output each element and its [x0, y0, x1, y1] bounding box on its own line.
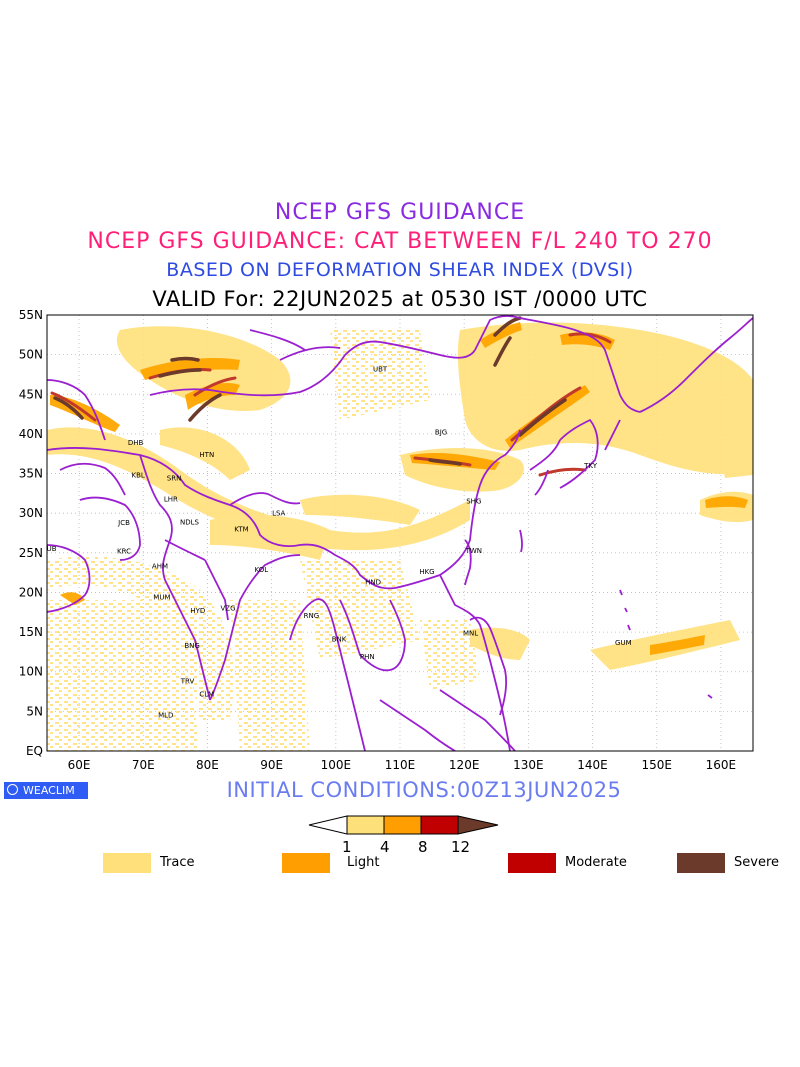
lon-label: 60E — [68, 758, 91, 772]
city-label: DHB — [128, 439, 144, 447]
city-label: KRC — [117, 548, 131, 556]
weaclim-logo: WEACLIM — [4, 782, 88, 799]
lat-label: 55N — [19, 308, 43, 322]
city-label: HTN — [199, 451, 214, 459]
city-label: SHG — [466, 498, 481, 506]
city-labels: UBT BJG TKY SHG TWN HKG HND DHB KBL HTN SRN LHR LSA J… — [41, 365, 632, 720]
colorbar-tick-12: 12 — [451, 838, 471, 856]
city-label: MLD — [158, 712, 173, 720]
legend-label-light: Light — [347, 855, 380, 870]
lon-label: 110E — [385, 758, 416, 772]
lon-label: 80E — [196, 758, 219, 772]
city-label: KOL — [255, 566, 269, 574]
lat-label: 30N — [19, 506, 43, 520]
city-label: BNK — [332, 636, 347, 644]
colorbar — [308, 815, 499, 835]
colorbar-segment — [346, 815, 385, 835]
city-label: CLM — [199, 690, 214, 698]
lon-label: 160E — [706, 758, 737, 772]
map-content: UBT BJG TKY SHG TWN HKG HND DHB KBL HTN SRN LHR LSA J… — [41, 315, 753, 751]
city-label: VZG — [220, 605, 235, 613]
city-label: TKY — [583, 462, 598, 470]
city-label: MNL — [463, 629, 478, 637]
lat-label: 10N — [19, 665, 43, 679]
legend-label-severe: Severe — [734, 855, 779, 870]
longitude-labels: 60E 70E 80E 90E 100E 110E 120E 130E 140E 150E 160E — [68, 758, 736, 772]
city-label: BJG — [435, 429, 447, 437]
title-valid-time: VALID For: 22JUN2025 at 0530 IST /0000 U… — [152, 287, 648, 311]
latitude-labels: 55N 50N 45N 40N 35N 30N 25N 20N 15N 10N 5N EQ — [19, 308, 43, 758]
lat-label: 40N — [19, 427, 43, 441]
city-label: AHM — [152, 563, 168, 571]
lon-label: 120E — [449, 758, 480, 772]
turbulence-trace-areas — [47, 322, 753, 751]
city-label: RNG — [304, 612, 320, 620]
city-label: DUB — [41, 545, 57, 553]
city-label: HND — [365, 579, 381, 587]
lat-label: 25N — [19, 546, 43, 560]
turbulence-severe-areas — [53, 316, 567, 466]
lat-label: 50N — [19, 348, 43, 362]
city-label: JCB — [117, 519, 130, 527]
lon-label: 130E — [513, 758, 544, 772]
lat-label: 20N — [19, 585, 43, 599]
city-label: GUM — [615, 639, 632, 647]
title-main: NCEP GFS GUIDANCE — [274, 200, 526, 225]
lat-label: 35N — [19, 467, 43, 481]
map-frame — [46, 314, 754, 752]
legend-swatch-moderate — [508, 853, 556, 873]
city-label: KBL — [131, 472, 144, 480]
colorbar-tick-8: 8 — [418, 838, 428, 856]
logo-text: WEACLIM — [23, 784, 75, 797]
colorbar-tick-4: 4 — [380, 838, 390, 856]
legend-label-trace: Trace — [160, 855, 195, 870]
lon-label: 70E — [132, 758, 155, 772]
title-product: NCEP GFS GUIDANCE: CAT BETWEEN F/L 240 T… — [87, 229, 713, 254]
lon-label: 140E — [577, 758, 608, 772]
lat-label: 5N — [26, 704, 43, 718]
city-label: NDLS — [180, 518, 200, 526]
country-boundaries — [47, 315, 753, 751]
city-label: MUM — [153, 594, 170, 602]
legend-swatch-severe — [677, 853, 725, 873]
lon-label: 90E — [260, 758, 283, 772]
logo-ring-icon — [7, 784, 18, 795]
colorbar-segment — [383, 815, 422, 835]
legend-label-moderate: Moderate — [565, 855, 627, 870]
city-label: TWN — [465, 547, 482, 555]
lon-label: 150E — [641, 758, 672, 772]
lon-label: 100E — [321, 758, 352, 772]
city-label: PHN — [360, 653, 375, 661]
city-label: HKG — [419, 568, 434, 576]
colorbar-tick-1: 1 — [342, 838, 352, 856]
colorbar-segment — [420, 815, 459, 835]
city-label: UBT — [373, 365, 388, 373]
colorbar-high-arrow — [457, 815, 499, 835]
legend-swatch-light — [282, 853, 330, 873]
city-label: LSA — [272, 510, 285, 518]
city-label: TRV — [180, 678, 195, 686]
city-label: SRN — [167, 475, 182, 483]
lat-label: 15N — [19, 625, 43, 639]
lat-label: EQ — [26, 744, 43, 758]
lat-label: 45N — [19, 387, 43, 401]
colorbar-low-arrow — [308, 815, 348, 835]
city-label: LHR — [164, 495, 178, 503]
city-label: HYD — [190, 607, 205, 615]
title-method: BASED ON DEFORMATION SHEAR INDEX (DVSI) — [166, 259, 634, 281]
initial-conditions: INITIAL CONDITIONS:00Z13JUN2025 — [226, 778, 622, 802]
city-label: BNG — [184, 642, 199, 650]
legend-swatch-trace — [103, 853, 151, 873]
city-label: KTM — [234, 525, 248, 533]
